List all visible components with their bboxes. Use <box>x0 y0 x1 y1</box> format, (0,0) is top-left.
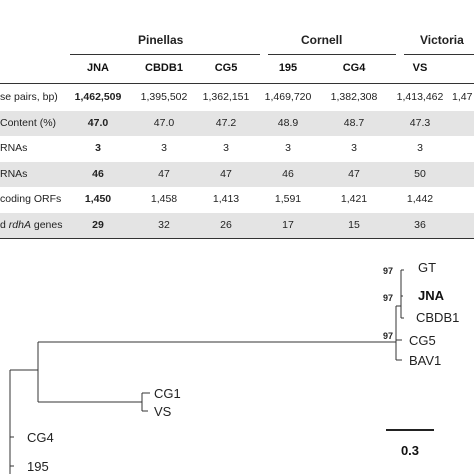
table-cell: 48.9 <box>277 116 299 129</box>
table-cell: 17 <box>282 218 294 231</box>
table-cell-truncated: 1,47 <box>452 91 473 103</box>
table-cell: 1,458 <box>150 193 178 205</box>
table-cell: 26 <box>220 218 232 231</box>
header-bottom-rule <box>0 83 474 84</box>
table-cell: 47 <box>158 167 170 180</box>
group-header-cornell: Cornell <box>301 33 343 47</box>
row-label: RNAs <box>0 167 28 180</box>
column-header-195: 195 <box>278 62 298 74</box>
group-header-victoria: Victoria <box>420 33 464 47</box>
table-cell: 32 <box>158 218 170 231</box>
table-cell: 47.2 <box>215 116 237 129</box>
table-row: d rdhA genes 29 32 26 17 15 36 <box>0 212 474 238</box>
taxon-label-cg1: CG1 <box>154 386 181 401</box>
table-cell: 1,413,462 <box>396 91 444 103</box>
column-header-cbdb1: CBDB1 <box>145 62 183 74</box>
table-cell: 1,362,151 <box>202 91 250 103</box>
group-rule-victoria <box>404 54 474 55</box>
table-cell: 47 <box>220 167 232 180</box>
table-cell: 3 <box>285 142 291 154</box>
bootstrap-value: 97 <box>383 293 393 303</box>
table-cell: 36 <box>414 218 426 231</box>
table-cell: 47 <box>348 167 360 180</box>
table-cell: 3 <box>417 142 423 154</box>
table-cell: 1,469,720 <box>264 91 312 103</box>
table-cell: 1,591 <box>274 193 302 205</box>
taxon-label-bav1: BAV1 <box>409 353 441 368</box>
column-header-cg4: CG4 <box>342 62 366 74</box>
table-row: RNAs 46 47 47 46 47 50 <box>0 161 474 187</box>
column-header-jna: JNA <box>86 62 109 74</box>
table-row: RNAs 3 3 3 3 3 3 <box>0 136 474 161</box>
taxon-label-cg4: CG4 <box>27 430 54 445</box>
table-cell: 3 <box>95 142 101 154</box>
table-cell: 48.7 <box>343 116 365 129</box>
table-bottom-rule <box>0 238 474 239</box>
table-cell: 47.0 <box>153 116 175 129</box>
group-header-pinellas: Pinellas <box>138 33 184 47</box>
scale-bar-label: 0.3 <box>401 443 419 458</box>
taxon-label-cg5: CG5 <box>409 333 436 348</box>
table-cell: 46 <box>92 167 104 180</box>
taxon-label-vs: VS <box>154 404 172 419</box>
table-cell: 46 <box>282 167 294 180</box>
table-cell: 3 <box>351 142 357 154</box>
phylogenetic-tree: 97 97 97 GT JNA CBDB1 CG5 BAV1 CG1 VS CG… <box>9 260 459 474</box>
table-cell: 1,421 <box>340 193 368 205</box>
taxon-label-195: 195 <box>27 459 49 474</box>
table-cell: 29 <box>92 218 104 231</box>
row-label: Content (%) <box>0 116 57 129</box>
row-label: RNAs <box>0 142 28 154</box>
table-cell: 15 <box>348 218 360 231</box>
row-label: d rdhA genes <box>0 218 63 231</box>
table-cell: 1,450 <box>84 193 112 205</box>
group-rule-cornell <box>268 54 396 55</box>
table-cell: 1,413 <box>212 193 240 205</box>
column-header-vs: VS <box>412 62 428 74</box>
column-header-cg5: CG5 <box>214 62 238 74</box>
bootstrap-value: 97 <box>383 331 393 341</box>
table-row: coding ORFs 1,450 1,458 1,413 1,591 1,421 1,44… <box>0 187 474 212</box>
table-cell: 1,462,509 <box>74 91 122 103</box>
table-cell: 1,395,502 <box>140 91 188 103</box>
taxon-label-jna: JNA <box>418 288 445 303</box>
table-cell: 47.0 <box>87 116 109 129</box>
table-cell: 1,382,308 <box>330 91 378 103</box>
group-rule-pinellas <box>70 54 260 55</box>
table-cell: 3 <box>161 142 167 154</box>
table-cell: 1,442 <box>406 193 434 205</box>
table-cell: 50 <box>414 167 426 180</box>
taxon-label-cbdb1: CBDB1 <box>416 310 459 325</box>
table-cell: 3 <box>223 142 229 154</box>
table-cell: 47.3 <box>409 116 431 129</box>
taxon-label-gt: GT <box>418 260 436 275</box>
table-row: se pairs, bp) 1,462,509 1,395,502 1,362,151… <box>0 85 474 110</box>
table-row: Content (%) 47.0 47.0 47.2 48.9 48.7 47.3 <box>0 110 474 136</box>
bootstrap-value: 97 <box>383 266 393 276</box>
row-label: se pairs, bp) <box>0 91 58 103</box>
row-label: coding ORFs <box>0 193 62 205</box>
